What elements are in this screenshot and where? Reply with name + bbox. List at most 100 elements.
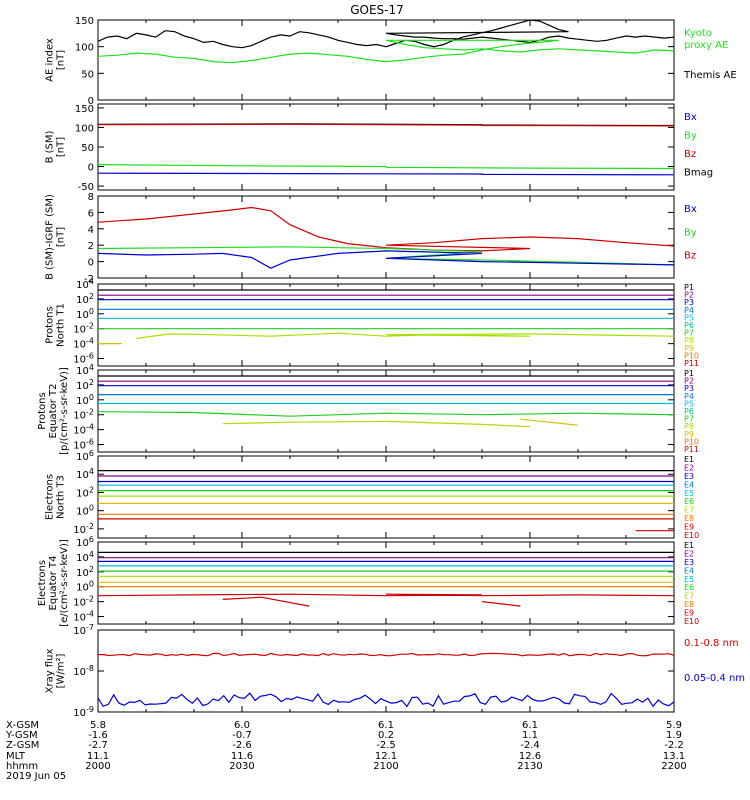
y-tick-label: 10-4 [73, 610, 94, 624]
y-axis-label: Protons [45, 306, 56, 343]
legend-label: E2 [684, 549, 694, 558]
x-tick-value: 2030 [229, 761, 254, 772]
legend-label: P10 [684, 437, 699, 446]
legend-label: P6 [684, 407, 694, 416]
y-axis-label: B (SM)-IGRF (SM) [45, 194, 56, 280]
x-tick-value: 2130 [517, 761, 542, 772]
series-line-p6 [97, 411, 675, 417]
y-tick-label: 10-2 [73, 595, 94, 609]
x-tick-value: -2.4 [520, 740, 540, 751]
x-tick-value: 6.1 [522, 720, 538, 731]
series-line-0-05-0-4-nm [97, 692, 675, 708]
y-tick-label: 104 [76, 467, 94, 481]
y-tick-label: 102 [76, 485, 94, 499]
series-line-e9 [97, 593, 675, 597]
legend-label: P10 [684, 351, 699, 360]
y-tick-label: 100 [76, 504, 94, 518]
y-tick-label: 8 [88, 192, 94, 203]
x-tick-value: 1.1 [522, 730, 538, 741]
x-row-label: Y-GSM [5, 730, 38, 741]
y-axis-label: [p/(cm²-s-sr-keV)] [59, 367, 70, 455]
y-axis-label: Electrons [37, 560, 48, 606]
y-axis-label: Xray flux [45, 649, 56, 694]
y-tick-label: -50 [78, 182, 94, 193]
series-line-themis-ae [97, 19, 675, 49]
y-tick-label: 0 [88, 163, 94, 174]
legend-label: P5 [684, 313, 694, 322]
y-tick-label: 10-7 [73, 623, 94, 637]
x-row-label: Z-GSM [6, 740, 39, 751]
x-tick-value: 11.1 [87, 751, 109, 762]
legend-label: E7 [684, 592, 694, 601]
plot-title: GOES-17 [350, 3, 404, 17]
x-tick-value: 12.1 [375, 751, 397, 762]
legend-label: Bz [684, 149, 696, 160]
series-line-by [97, 164, 675, 170]
series-line-bz [97, 206, 675, 252]
series-line-kyoto-proxy-ae [97, 39, 675, 64]
x-row-label: 2019 Jun 05 [6, 771, 66, 782]
x-tick-value: 11.6 [231, 751, 253, 762]
y-axis-label: [nT] [56, 137, 67, 157]
panel-frame [97, 369, 675, 453]
legend-label: P3 [684, 384, 694, 393]
x-tick-value: -0.7 [232, 730, 252, 741]
y-tick-label: 10-4 [73, 337, 94, 351]
series-line-p8 [222, 420, 531, 428]
legend-label: P2 [684, 377, 694, 386]
series-line-by [97, 246, 675, 266]
series-line-e10a [222, 596, 310, 607]
legend-label: P6 [684, 321, 694, 330]
legend-label: P3 [684, 298, 694, 307]
legend-label: E6 [684, 583, 694, 592]
legend-label: 0.05-0.4 nm [684, 673, 745, 684]
legend-label: P2 [684, 291, 694, 300]
y-axis-label: B (SM) [45, 130, 56, 163]
y-tick-label: 100 [76, 393, 94, 407]
y-axis-label: Equator T2 [48, 384, 59, 439]
legend-label: E9 [684, 523, 694, 532]
legend-label: P1 [684, 283, 694, 292]
x-tick-value: 2100 [373, 761, 398, 772]
legend-label: Bmag [684, 168, 713, 179]
legend-label: Bz [684, 251, 696, 262]
legend-label: Bx [684, 112, 697, 123]
legend-label: E4 [684, 480, 694, 489]
legend-label: 0.1-0.8 nm [684, 638, 739, 649]
y-tick-label: 150 [75, 104, 94, 115]
y-axis-label: North T1 [56, 303, 67, 347]
y-tick-label: 150 [75, 16, 94, 27]
y-tick-label: 106 [76, 449, 94, 463]
y-axis-label: [W/m²] [56, 653, 67, 688]
y-tick-label: 104 [76, 277, 94, 291]
y-tick-label: -2 [84, 274, 94, 285]
y-tick-label: 10-2 [73, 408, 94, 422]
legend-label: P8 [684, 422, 694, 431]
x-tick-value: 6.1 [378, 720, 394, 731]
series-line-bx [97, 172, 675, 176]
y-tick-label: 0 [88, 96, 94, 107]
x-row-label: MLT [6, 751, 26, 762]
legend-label: By [684, 131, 697, 142]
x-tick-value: -2.6 [232, 740, 252, 751]
legend-label: By [684, 227, 697, 238]
x-tick-value: 12.6 [519, 751, 541, 762]
y-tick-label: 102 [76, 378, 94, 392]
y-tick-label: 106 [76, 535, 94, 549]
x-tick-value: -2.7 [88, 740, 108, 751]
y-axis-label: [e/(cm²-s-sr-keV)] [59, 539, 70, 627]
legend-label: E3 [684, 472, 694, 481]
y-tick-label: 104 [76, 363, 94, 377]
legend-label: P9 [684, 344, 694, 353]
legend-label: P1 [684, 369, 694, 378]
legend-label: E1 [684, 541, 694, 550]
legend-label: P4 [684, 392, 694, 401]
y-tick-label: 104 [76, 550, 94, 564]
series-line-e10b [481, 601, 521, 607]
y-axis-label: [nT] [56, 50, 67, 70]
y-tick-label: 102 [76, 292, 94, 306]
y-tick-label: 100 [76, 580, 94, 594]
x-tick-value: -1.6 [88, 730, 108, 741]
panel-frame [97, 195, 675, 279]
